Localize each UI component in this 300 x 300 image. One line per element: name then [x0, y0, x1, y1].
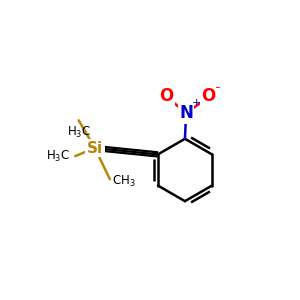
Text: O: O: [201, 87, 215, 105]
Text: H$_3$C: H$_3$C: [67, 125, 91, 140]
Text: O: O: [159, 87, 174, 105]
Text: H$_3$C: H$_3$C: [46, 148, 70, 164]
Text: N: N: [179, 104, 193, 122]
Text: +: +: [192, 98, 201, 108]
Text: Si: Si: [87, 140, 103, 155]
Text: CH$_3$: CH$_3$: [112, 174, 136, 189]
Text: $^{-}$: $^{-}$: [212, 84, 221, 98]
